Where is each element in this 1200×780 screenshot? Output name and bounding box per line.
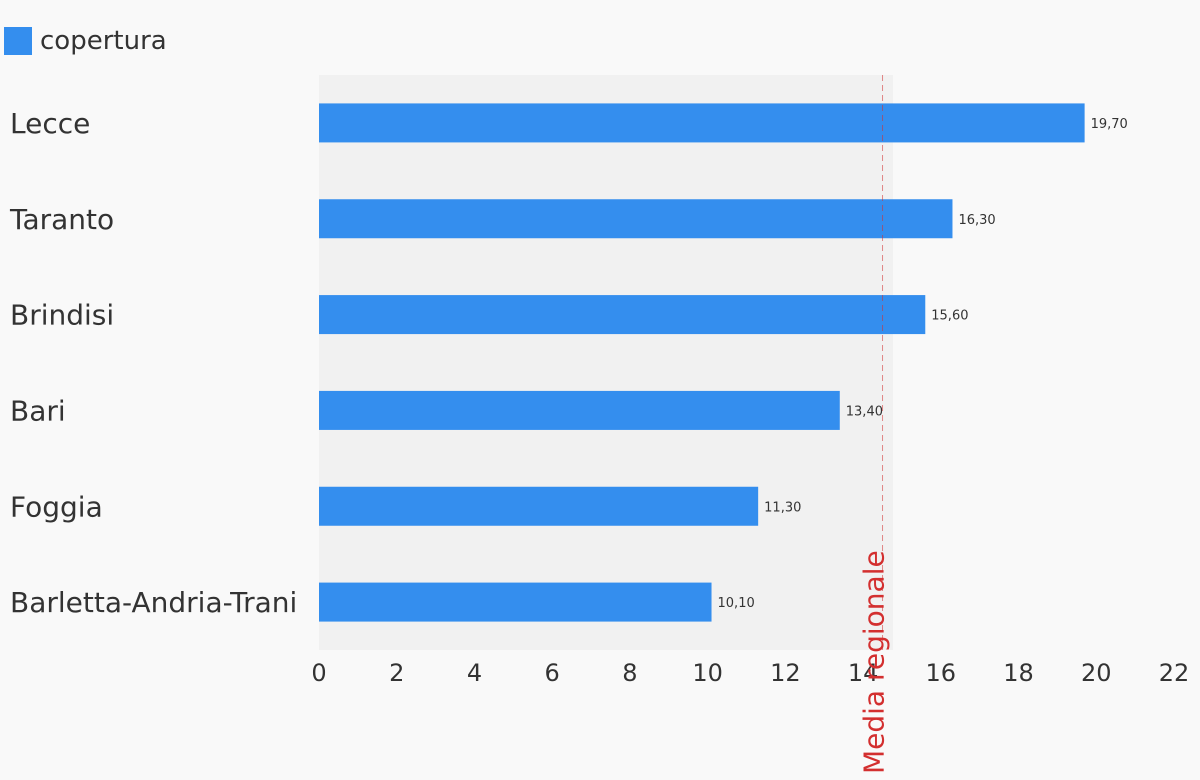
x-tick-label: 4 — [467, 659, 482, 687]
data-label: 13,40 — [846, 404, 883, 419]
x-tick-label: 18 — [1003, 659, 1034, 687]
bar — [319, 295, 926, 335]
x-tick-label: 16 — [926, 659, 957, 687]
data-label: 15,60 — [931, 309, 968, 324]
data-label: 11,30 — [764, 500, 801, 515]
legend-label: copertura — [40, 26, 167, 56]
category-label: Barletta-Andria-Trani — [10, 586, 297, 619]
x-tick-label: 2 — [389, 659, 404, 687]
plot-background — [319, 75, 893, 650]
legend-swatch — [4, 27, 32, 55]
category-label: Taranto — [9, 203, 114, 236]
reference-line-label: Media regionale — [858, 550, 891, 774]
x-tick-label: 10 — [692, 659, 723, 687]
category-label: Foggia — [10, 490, 103, 523]
data-label: 10,10 — [718, 596, 755, 611]
x-tick-label: 22 — [1159, 659, 1190, 687]
data-label: 16,30 — [958, 213, 995, 228]
x-tick-label: 8 — [622, 659, 637, 687]
x-tick-label: 12 — [770, 659, 801, 687]
category-label: Brindisi — [10, 299, 114, 332]
x-tick-label: 14 — [848, 659, 879, 687]
bar — [319, 390, 840, 430]
bar — [319, 582, 712, 622]
category-label: Bari — [10, 394, 66, 427]
bar — [319, 199, 953, 239]
bar — [319, 103, 1085, 143]
data-label: 19,70 — [1091, 117, 1128, 132]
bar — [319, 486, 759, 526]
category-label: Lecce — [10, 107, 90, 140]
x-tick-label: 0 — [311, 659, 326, 687]
x-tick-label: 6 — [545, 659, 560, 687]
x-tick-label: 20 — [1081, 659, 1112, 687]
legend: copertura — [4, 24, 167, 58]
